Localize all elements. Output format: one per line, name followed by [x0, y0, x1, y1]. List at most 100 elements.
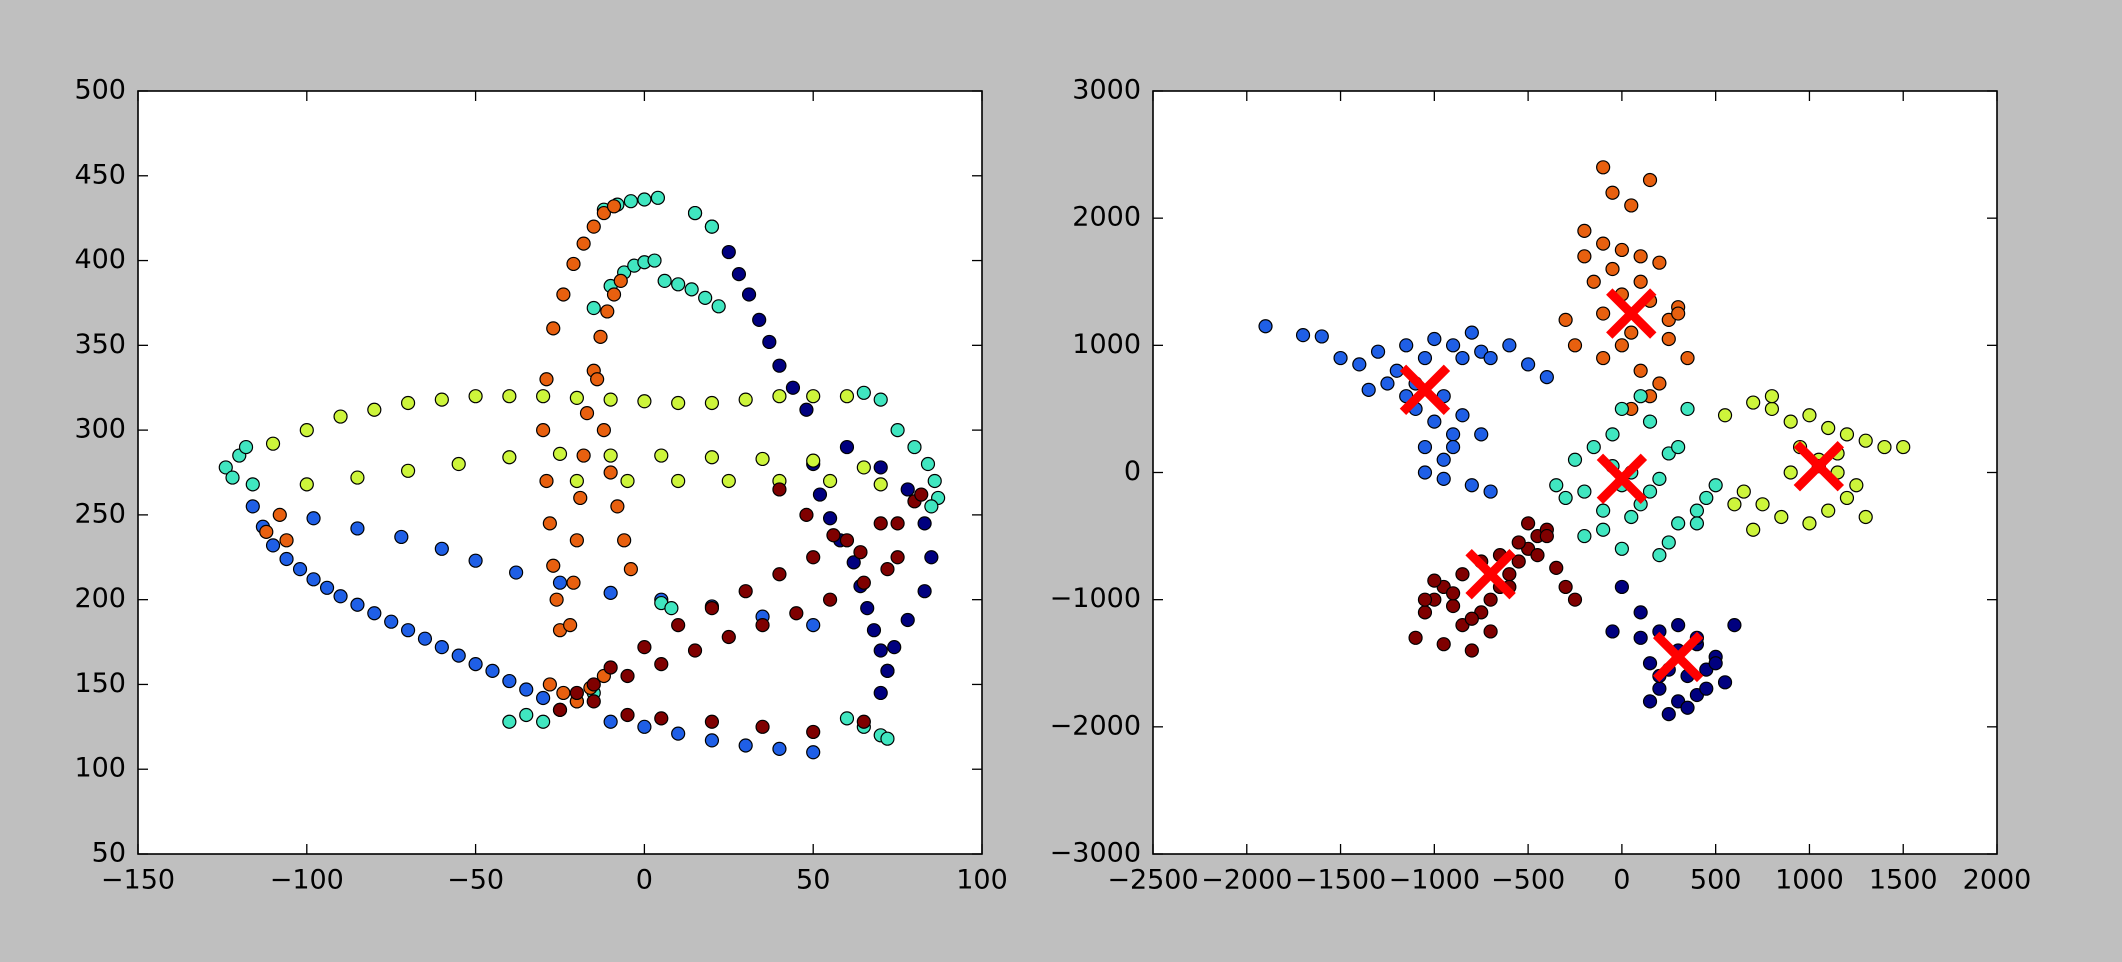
point: [721, 629, 736, 645]
point: [671, 395, 686, 411]
y-tick-label: 0: [1124, 456, 1141, 487]
point: [880, 731, 895, 746]
x-tick-label: −500: [1491, 865, 1565, 896]
axes: −2500 −2000 −1500 −1000 −500 0 500 1000 1500 2000…: [1050, 75, 2032, 896]
point: [1605, 185, 1620, 200]
point: [1624, 509, 1639, 525]
plot-frame: [1152, 90, 1998, 855]
y-tick-label: 2000: [1072, 202, 1141, 233]
point: [873, 460, 888, 475]
point: [1680, 350, 1695, 366]
point: [1746, 395, 1761, 410]
point: [1661, 331, 1676, 347]
point: [350, 470, 365, 485]
point: [873, 643, 888, 658]
point: [1530, 548, 1545, 563]
point: [839, 439, 855, 455]
point: [1708, 656, 1723, 671]
x-tick-label: 0: [1613, 865, 1630, 896]
x-tick-label: −100: [270, 865, 344, 896]
point: [772, 482, 787, 497]
point: [606, 287, 622, 302]
point: [812, 487, 828, 502]
point: [1352, 357, 1367, 372]
point: [1464, 325, 1479, 340]
point: [637, 192, 652, 207]
centroid-marker: [1606, 288, 1657, 339]
point: [1333, 350, 1348, 366]
point: [1380, 376, 1395, 391]
point: [468, 389, 483, 404]
point: [1445, 598, 1461, 614]
point: [920, 456, 936, 472]
point: [654, 448, 669, 463]
point: [563, 617, 578, 633]
point: [1483, 592, 1498, 607]
point: [1436, 471, 1451, 486]
point: [1464, 643, 1479, 658]
point: [1661, 535, 1676, 550]
point: [603, 660, 618, 675]
point: [873, 685, 888, 701]
point: [1652, 376, 1667, 391]
point: [603, 714, 618, 729]
point: [1586, 274, 1601, 289]
y-tick-label: 450: [74, 159, 126, 190]
y-tick-label: 150: [74, 668, 126, 699]
point: [394, 529, 409, 545]
point: [1577, 249, 1592, 264]
point: [1849, 478, 1864, 493]
point: [238, 439, 254, 455]
point: [1652, 471, 1667, 486]
point: [1295, 328, 1311, 343]
point: [687, 643, 703, 658]
point: [539, 473, 554, 489]
point: [799, 402, 814, 417]
point: [657, 273, 672, 289]
point: [451, 456, 466, 472]
point: [1699, 490, 1714, 506]
centroid-marker: [1399, 364, 1451, 416]
point: [610, 499, 625, 514]
point: [1445, 427, 1461, 442]
y-tick-label: −3000: [1050, 838, 1141, 869]
point: [1896, 439, 1911, 455]
point: [1614, 579, 1629, 595]
point: [1445, 439, 1461, 455]
point: [1427, 414, 1442, 429]
point: [873, 516, 888, 531]
x-tick-label: −50: [447, 865, 504, 896]
y-tick-label: −1000: [1050, 583, 1141, 614]
point: [1577, 484, 1592, 499]
point: [1596, 160, 1611, 175]
point: [721, 473, 736, 489]
point: [620, 707, 635, 723]
point: [839, 533, 855, 548]
point: [596, 205, 611, 221]
point: [1671, 306, 1686, 321]
point: [698, 290, 713, 305]
point: [573, 490, 588, 506]
centroid-marker: [1652, 631, 1704, 683]
point: [1727, 497, 1742, 512]
point: [1399, 338, 1414, 353]
point: [1577, 528, 1592, 544]
y-tick-label: 250: [74, 498, 126, 529]
point: [924, 550, 939, 565]
point: [890, 423, 905, 438]
y-tick-label: 50: [92, 838, 126, 869]
point: [1445, 338, 1461, 353]
point: [1258, 319, 1273, 334]
point: [569, 390, 584, 405]
point: [1774, 509, 1789, 525]
point: [1549, 478, 1564, 493]
point: [1521, 357, 1536, 372]
point: [1596, 503, 1611, 518]
point: [586, 677, 601, 692]
point: [755, 451, 770, 467]
point: [569, 473, 584, 489]
point: [860, 601, 875, 616]
point: [1577, 223, 1592, 238]
point: [1596, 522, 1611, 537]
point: [536, 690, 551, 706]
